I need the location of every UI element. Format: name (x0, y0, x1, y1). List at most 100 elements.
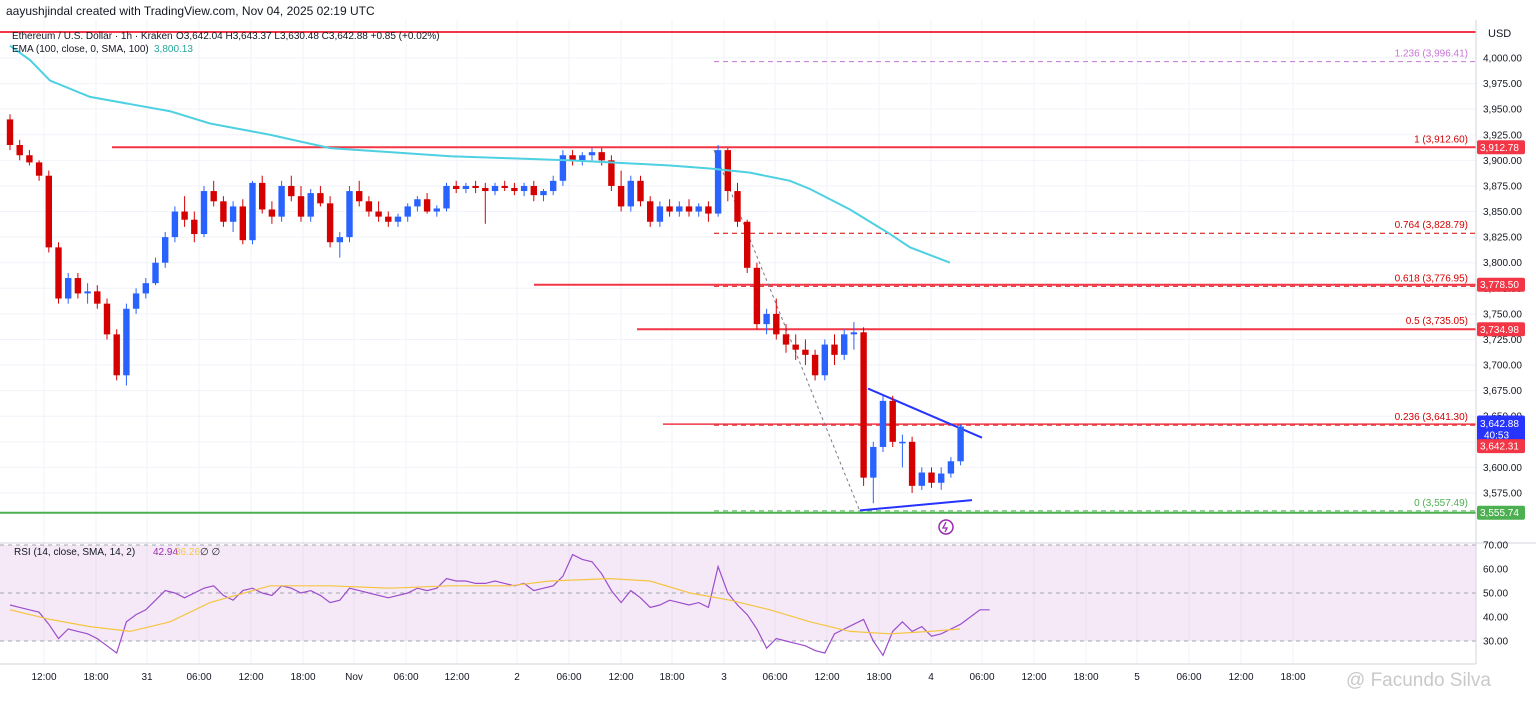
candle-body (559, 155, 567, 181)
candle-body (152, 262, 159, 284)
price-tick: 3,925.00 (1483, 130, 1522, 141)
candle-body (181, 211, 188, 220)
replay-icon[interactable] (938, 519, 954, 535)
candle-body (26, 155, 33, 163)
rsi-axis[interactable]: 70.00 60.00 50.00 40.00 30.00 (1483, 541, 1508, 648)
candle-body (763, 313, 770, 325)
time-tick: Nov (345, 672, 363, 683)
candle-body (637, 180, 644, 202)
candle-body (259, 182, 266, 210)
candle-body (947, 461, 955, 474)
price-tick: 3,700.00 (1483, 361, 1522, 372)
fib-label: 0.236 (3,641.30) (1395, 412, 1468, 423)
candle-body (123, 308, 130, 376)
candle-body (16, 145, 23, 156)
fib-label: 0.764 (3,828.79) (1395, 220, 1468, 231)
candle-body (685, 206, 693, 212)
price-tick: 3,850.00 (1483, 207, 1522, 218)
candle-body (414, 199, 421, 207)
candle-body (365, 201, 373, 212)
candle-body (491, 185, 499, 192)
candle-body (647, 201, 654, 222)
candle-body (45, 175, 52, 248)
time-tick: 06:00 (556, 672, 581, 683)
candle-body (569, 155, 576, 161)
candle-body (171, 211, 179, 238)
time-tick: 5 (1134, 672, 1140, 683)
candle-body (94, 291, 101, 304)
currency-label: USD (1488, 28, 1511, 40)
candle-body (317, 193, 324, 204)
candle-body (394, 216, 402, 222)
tag-support-bg (1477, 505, 1525, 520)
candle-body (453, 185, 460, 190)
candle-body (220, 201, 227, 222)
time-tick: 12:00 (238, 672, 263, 683)
candle-body (297, 196, 305, 217)
candle-body (423, 199, 431, 212)
candle-body (957, 426, 964, 462)
tag-support: 3,555.74 (1480, 508, 1519, 519)
tag-resistance-1: 3,778.50 (1480, 280, 1519, 291)
time-tick: 18:00 (1073, 672, 1098, 683)
legend-ema-label: EMA (100, close, 0, SMA, 100) (12, 44, 149, 55)
candle-body (191, 219, 198, 235)
candle-body (482, 187, 489, 192)
fib-label: 0.5 (3,735.05) (1406, 316, 1468, 327)
candle-body (676, 206, 683, 212)
legend-rsi-value: 42.94 (153, 547, 178, 558)
candle-body (346, 191, 353, 238)
tag-resistance-2-bg (1477, 322, 1525, 337)
legend-rsi-label: RSI (14, close, SMA, 14, 2) (14, 547, 135, 558)
candle-body (462, 185, 470, 190)
rsi-tick: 30.00 (1483, 637, 1508, 648)
candle-body (356, 191, 363, 202)
candle-body (550, 180, 557, 192)
candle-body (375, 211, 382, 217)
candle-body (656, 206, 664, 222)
legend-ema-value: 3,800.13 (154, 44, 193, 55)
candle-body (899, 441, 906, 444)
candle-body (831, 344, 838, 355)
price-tick: 3,975.00 (1483, 79, 1522, 90)
rsi-tick: 70.00 (1483, 541, 1508, 552)
candle-body (307, 193, 314, 217)
time-tick: 06:00 (186, 672, 211, 683)
candle-body (608, 160, 615, 186)
tag-countdown: 40:53 (1484, 431, 1509, 442)
candle-body (540, 191, 547, 196)
candle-body (734, 191, 741, 222)
price-tick: 3,825.00 (1483, 233, 1522, 244)
candle-body (938, 473, 945, 483)
candle-body (511, 187, 518, 192)
price-tick: 3,875.00 (1483, 181, 1522, 192)
tag-line-current: 3,642.31 (1480, 442, 1519, 453)
time-tick: 4 (928, 672, 934, 683)
candle-body (162, 237, 169, 263)
time-axis[interactable]: 12:00 18:00 31 06:00 12:00 18:00 Nov 06:00 12:00… (31, 672, 1305, 683)
time-tick: 18:00 (1280, 672, 1305, 683)
tag-top-line: 3,912.78 (1480, 143, 1519, 154)
candle-body (695, 206, 702, 212)
candle-body (249, 182, 256, 241)
candle-body (6, 119, 14, 145)
indicators (9, 44, 990, 657)
rsi-ma-line (9, 577, 961, 635)
time-tick: 3 (721, 672, 727, 683)
time-tick: 31 (141, 672, 153, 683)
candle-body (65, 278, 72, 299)
candle-body (336, 237, 343, 243)
time-tick: 18:00 (83, 672, 108, 683)
candle-body (714, 150, 722, 214)
price-tick: 3,750.00 (1483, 309, 1522, 320)
candle-body (782, 334, 790, 345)
candle-body (84, 291, 91, 294)
fib-label: 1.236 (3,996.41) (1395, 49, 1468, 60)
tag-current: 3,642.88 (1480, 419, 1519, 430)
price-tags: 3,912.783,778.503,734.983,642.8840:533,6… (1477, 140, 1525, 520)
trend-drawings (713, 149, 983, 512)
candle-body (744, 221, 751, 268)
candle-body (385, 216, 392, 222)
fib-swing-line (713, 149, 861, 512)
